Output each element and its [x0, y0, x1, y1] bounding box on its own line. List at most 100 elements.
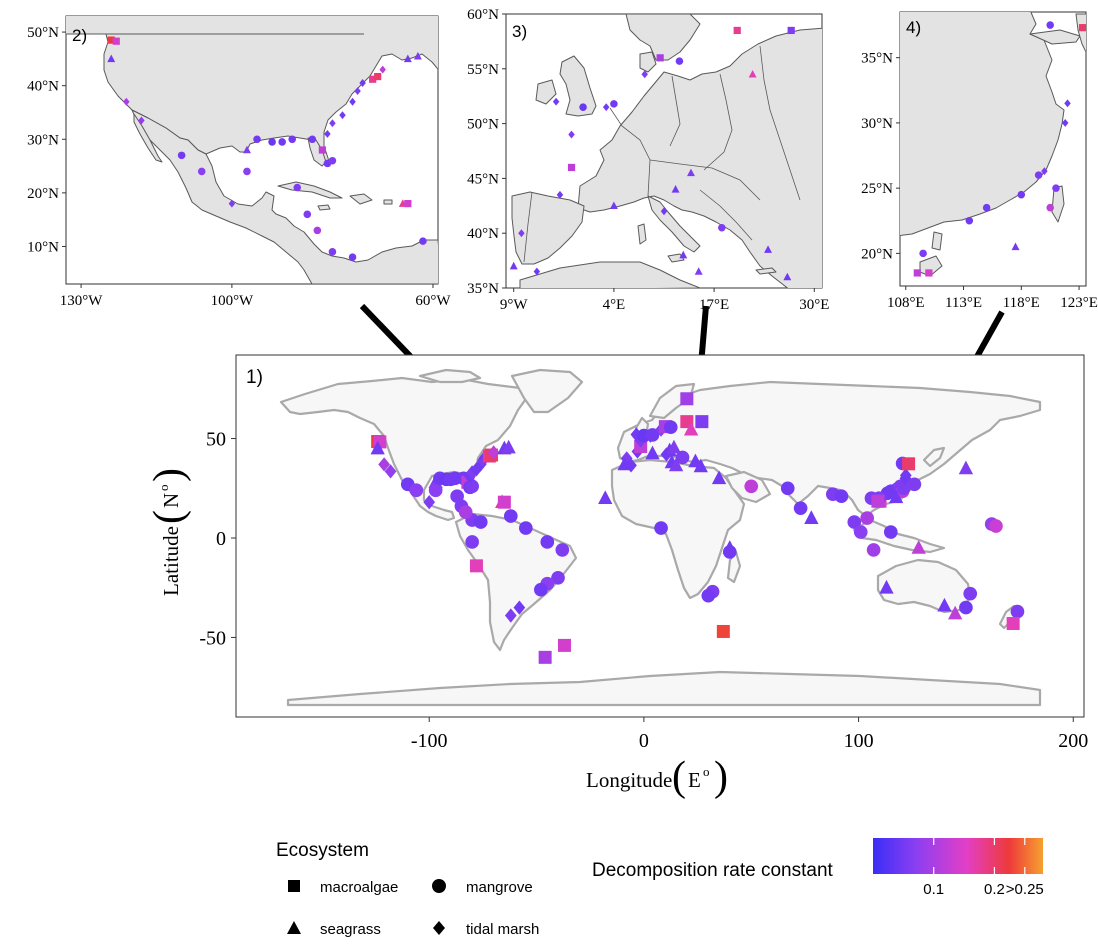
world-point-seagrass: [668, 457, 684, 472]
y-tick-label: 0: [216, 528, 226, 550]
world-point-seagrass: [666, 439, 682, 454]
colorbar-ticks: 0.1 0.2 >0.25: [923, 838, 1044, 898]
inset-point-mangrove: [919, 249, 927, 258]
inset-y-tick-label: 30°N: [861, 116, 893, 132]
world-point-mangrove: [473, 515, 488, 529]
world-point-mangrove: [744, 479, 759, 494]
land-usa-canada: [66, 16, 438, 167]
inset-y-tick-label: 10°N: [27, 239, 59, 255]
x-axis-unit-superscript: o: [703, 764, 710, 779]
world-point-seagrass: [693, 458, 708, 473]
inset-point-seagrass: [403, 54, 412, 63]
inset-point-mangrove: [675, 57, 684, 65]
inset-point-mangrove: [328, 156, 337, 165]
legend-label-mangrove: mangrove: [466, 879, 533, 896]
y-axis-unit: N: [159, 493, 183, 508]
legend-square-icon: [288, 880, 300, 892]
y-axis-unit-superscript: o: [156, 485, 171, 492]
inset-x-tick-label: 30°E: [799, 297, 829, 313]
border-spain-portugal: [523, 191, 533, 263]
world-point-seagrass: [598, 490, 613, 505]
inset-point-mangrove: [419, 237, 427, 245]
land-antarctica: [286, 670, 1042, 707]
legend-label-tidal-marsh: tidal marsh: [466, 921, 539, 938]
inset-point-seagrass: [764, 245, 773, 253]
inset-x-tick-label: 60°W: [415, 293, 451, 309]
inset-point-tidal-marsh: [568, 130, 575, 139]
land-puerto-rico: [383, 199, 393, 205]
land-scandinavia-inset: [625, 14, 701, 61]
land-arctic-islands: [418, 368, 482, 384]
world-point-seagrass: [804, 510, 819, 524]
inset-point-seagrass: [243, 145, 251, 154]
world-point-seagrass: [889, 489, 904, 504]
inset-point-tidal-marsh: [329, 119, 336, 128]
world-point-mangrove: [883, 525, 898, 539]
world-point-tidal-marsh: [625, 458, 637, 473]
world-point-mangrove: [959, 600, 973, 615]
inset-x-tick-label: 108°E: [887, 295, 925, 311]
inset-y-tick-label: 30°N: [27, 132, 59, 148]
land-leizhou-peninsula: [931, 231, 943, 251]
inset-point-mangrove: [1034, 171, 1043, 179]
inset-point-tidal-marsh: [660, 207, 668, 216]
inset-point-macroalgae: [107, 36, 115, 44]
inset-point-tidal-marsh: [354, 87, 361, 95]
inset-point-macroalgae: [733, 26, 741, 35]
world-point-tidal-marsh: [384, 464, 397, 479]
land-greenland: [510, 368, 584, 414]
inset-point-mangrove: [268, 138, 276, 146]
x-axis-title: Longitude ( E o ): [586, 754, 728, 800]
world-point-macroalgae: [1006, 617, 1020, 631]
inset-x-tick-label: 9°W: [500, 297, 528, 313]
world-point-mangrove: [663, 420, 678, 435]
world-point-seagrass: [958, 460, 974, 475]
inset-point-tidal-marsh: [1064, 99, 1071, 108]
inset-point-mangrove: [348, 253, 357, 261]
inset-point-macroalgae: [1078, 24, 1086, 32]
inset-point-tidal-marsh: [533, 267, 541, 276]
inset-point-tidal-marsh: [379, 65, 386, 74]
world-point-mangrove: [860, 511, 874, 525]
world-point-seagrass: [501, 439, 516, 454]
legend-diamond-icon: [433, 921, 445, 935]
border-baltic-east: [759, 45, 801, 201]
world-point-macroalgae: [497, 495, 511, 509]
inset-point-mangrove: [308, 135, 317, 144]
land-shandong-peninsula: [1029, 29, 1081, 45]
land-korea: [1075, 13, 1086, 54]
inset-point-tidal-marsh: [518, 229, 525, 238]
panel-label-north-america: 2): [72, 26, 87, 45]
land-jutland: [639, 51, 657, 73]
world-point-mangrove: [465, 535, 479, 549]
land-north-america: [279, 376, 530, 522]
inset-y-tick-label: 25°N: [861, 181, 893, 197]
world-point-mangrove: [409, 483, 424, 498]
world-point-tidal-marsh: [487, 445, 500, 460]
world-point-seagrass: [879, 579, 894, 594]
world-point-mangrove: [503, 509, 518, 523]
inset-east-asia-points: [913, 21, 1086, 277]
world-point-mangrove: [793, 501, 808, 515]
inset-y-tick-label: 20°N: [861, 246, 893, 262]
world-point-tidal-marsh: [660, 447, 673, 462]
world-point-macroalgae: [871, 494, 885, 508]
world-point-tidal-marsh: [470, 462, 483, 477]
world-landmasses: [279, 368, 1042, 707]
land-continental-europe: [577, 27, 822, 288]
world-point-seagrass: [711, 470, 727, 485]
inset-y-tick-label: 50°N: [27, 25, 59, 41]
inset-point-mangrove: [177, 151, 186, 160]
world-point-mangrove: [701, 588, 716, 603]
world-point-mangrove: [780, 481, 795, 496]
world-point-mangrove: [518, 521, 533, 535]
world-map-points: [370, 392, 1025, 664]
inset-point-tidal-marsh: [138, 116, 145, 125]
land-mexico-central-america: [131, 109, 438, 284]
land-north-africa: [519, 261, 701, 288]
legend-circle-icon: [432, 879, 446, 893]
inset-europe-country-borders: [523, 45, 801, 263]
legend-triangle-icon: [287, 921, 301, 934]
inset-point-tidal-marsh: [123, 97, 130, 106]
